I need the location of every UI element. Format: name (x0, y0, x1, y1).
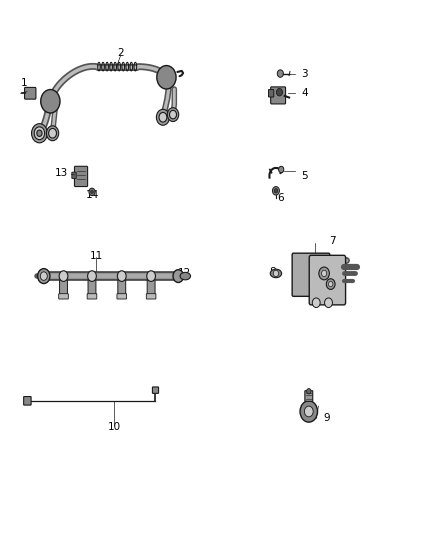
FancyBboxPatch shape (87, 294, 97, 299)
Circle shape (156, 109, 170, 125)
Circle shape (117, 271, 126, 281)
Circle shape (147, 271, 155, 281)
FancyBboxPatch shape (59, 294, 68, 299)
Circle shape (159, 112, 167, 122)
Circle shape (170, 110, 177, 119)
FancyBboxPatch shape (305, 391, 313, 401)
Circle shape (325, 298, 332, 308)
FancyBboxPatch shape (25, 87, 36, 99)
FancyBboxPatch shape (118, 280, 126, 296)
Circle shape (276, 88, 283, 96)
Circle shape (167, 108, 179, 122)
Text: 8: 8 (269, 267, 276, 277)
Circle shape (279, 166, 284, 173)
Circle shape (40, 272, 47, 280)
Text: 6: 6 (277, 193, 284, 203)
FancyBboxPatch shape (292, 253, 330, 296)
FancyBboxPatch shape (147, 280, 155, 296)
Circle shape (34, 127, 45, 140)
Ellipse shape (270, 269, 282, 278)
FancyBboxPatch shape (24, 397, 31, 405)
FancyBboxPatch shape (117, 294, 127, 299)
Text: 1: 1 (21, 78, 28, 87)
Text: 12: 12 (177, 268, 191, 278)
Circle shape (300, 401, 318, 422)
Text: 9: 9 (323, 414, 330, 423)
Circle shape (41, 90, 60, 113)
FancyBboxPatch shape (74, 166, 88, 187)
FancyBboxPatch shape (60, 280, 67, 296)
Circle shape (157, 66, 176, 89)
Text: 14: 14 (85, 190, 99, 199)
Circle shape (38, 269, 50, 284)
FancyBboxPatch shape (88, 280, 96, 296)
Circle shape (326, 279, 335, 289)
Circle shape (272, 187, 279, 195)
FancyBboxPatch shape (271, 87, 286, 104)
Circle shape (277, 70, 283, 77)
Text: 2: 2 (117, 49, 124, 58)
Circle shape (89, 188, 95, 196)
Text: 13: 13 (55, 168, 68, 178)
FancyBboxPatch shape (72, 172, 76, 179)
FancyBboxPatch shape (152, 387, 159, 393)
Circle shape (328, 281, 333, 287)
Ellipse shape (180, 272, 191, 280)
Text: 5: 5 (301, 171, 308, 181)
Circle shape (274, 189, 278, 193)
Text: 7: 7 (329, 236, 336, 246)
Circle shape (59, 271, 68, 281)
FancyBboxPatch shape (268, 90, 274, 97)
Text: 4: 4 (301, 88, 308, 98)
Circle shape (307, 389, 311, 394)
Circle shape (37, 130, 42, 136)
Circle shape (273, 270, 279, 277)
Circle shape (46, 126, 59, 141)
Circle shape (173, 270, 184, 282)
Circle shape (304, 406, 313, 417)
Circle shape (319, 267, 329, 280)
FancyBboxPatch shape (309, 255, 346, 305)
Text: 11: 11 (90, 251, 103, 261)
Circle shape (49, 128, 57, 138)
Circle shape (321, 270, 327, 277)
Text: 10: 10 (107, 423, 120, 432)
Circle shape (32, 124, 47, 143)
FancyBboxPatch shape (146, 294, 156, 299)
Text: 3: 3 (301, 69, 308, 78)
Circle shape (88, 271, 96, 281)
Circle shape (91, 190, 93, 193)
Circle shape (312, 298, 320, 308)
